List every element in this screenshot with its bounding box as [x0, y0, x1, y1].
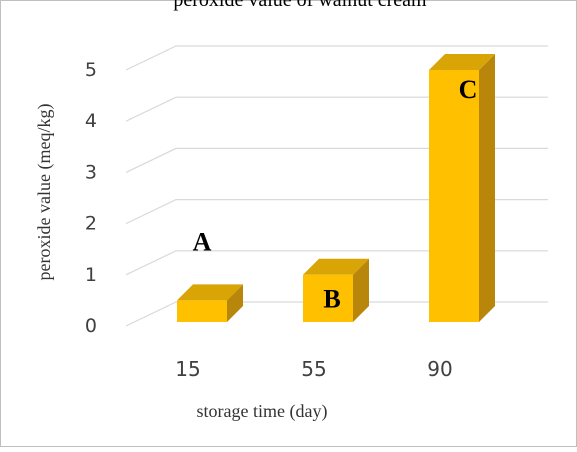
bar-top	[429, 54, 495, 70]
y-axis-label: peroxide value (meq/kg)	[34, 104, 55, 281]
x-tick-label: 55	[301, 357, 326, 381]
bar-top	[177, 284, 243, 301]
bar-front	[177, 300, 227, 322]
y-tick-label: 2	[85, 213, 97, 235]
gridline	[125, 301, 548, 327]
gridline	[125, 199, 548, 225]
x-tick-label: 90	[427, 357, 452, 381]
gridlines	[125, 45, 548, 327]
bar-side	[479, 54, 495, 322]
y-tick-label: 3	[85, 161, 97, 183]
significance-letter: C	[459, 75, 478, 104]
x-axis-label: storage time (day)	[197, 401, 328, 422]
chart-title: peroxide value of walnut cream	[173, 0, 427, 11]
gridline	[125, 96, 548, 122]
y-axis-ticks: 0 1 2 3 4 5	[85, 59, 97, 337]
gridline	[125, 250, 548, 276]
gridline	[125, 147, 548, 173]
bar-top	[303, 258, 369, 275]
y-tick-label: 4	[85, 110, 97, 132]
bar-15: A	[177, 227, 243, 322]
bar-55: B	[303, 258, 369, 322]
x-axis-ticks: 15 55 90	[175, 357, 452, 381]
bar-90: C	[429, 54, 495, 322]
bars: A B C	[177, 54, 495, 322]
bar-side	[227, 284, 243, 322]
y-tick-label: 5	[85, 59, 97, 81]
bar-front	[429, 70, 479, 322]
bar-side	[353, 258, 369, 322]
bar-front	[303, 274, 353, 322]
x-tick-label: 15	[175, 357, 200, 381]
gridline	[125, 45, 548, 71]
y-tick-label: 0	[85, 315, 97, 337]
significance-letter: B	[323, 284, 340, 313]
significance-letter: A	[193, 227, 212, 256]
y-tick-label: 1	[85, 264, 97, 286]
